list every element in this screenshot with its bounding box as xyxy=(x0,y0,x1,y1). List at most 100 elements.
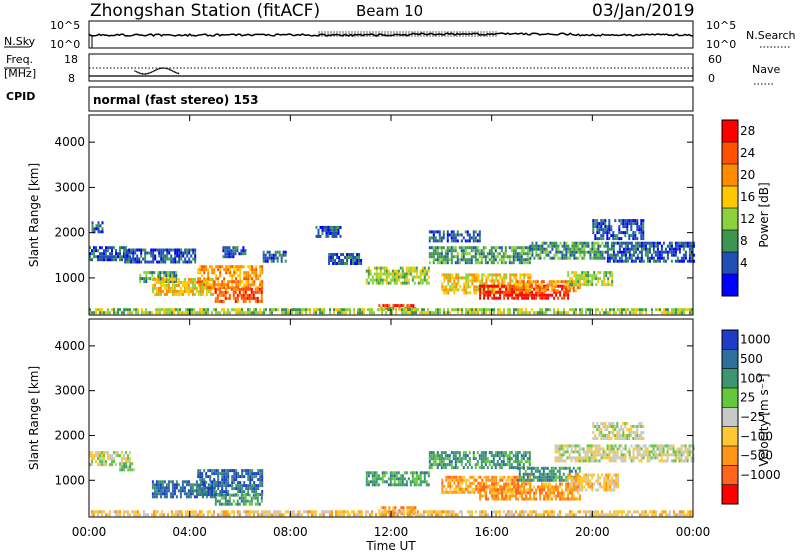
echo-cell xyxy=(421,272,424,276)
echo-cell xyxy=(501,290,504,294)
echo-cell xyxy=(446,246,449,250)
echo-cell xyxy=(246,293,249,297)
echo-cell xyxy=(549,293,552,297)
echo-cell xyxy=(197,280,200,284)
echo-cell xyxy=(156,260,159,264)
echo-cell xyxy=(466,252,469,256)
echo-cell xyxy=(543,247,546,251)
echo-cell xyxy=(571,479,574,483)
echo-cell xyxy=(678,259,681,263)
echo-cell xyxy=(157,492,160,496)
echo-cell xyxy=(129,451,131,455)
echo-cell xyxy=(449,311,451,315)
echo-cell xyxy=(598,222,601,226)
echo-cell xyxy=(377,272,380,276)
echo-cell xyxy=(473,475,476,479)
echo-cell xyxy=(261,283,264,287)
freq-dip-dot xyxy=(161,67,163,69)
echo-cell xyxy=(484,457,487,461)
echo-cell xyxy=(461,475,464,479)
echo-cell xyxy=(239,311,241,315)
echo-cell xyxy=(217,484,220,488)
echo-cell xyxy=(618,428,621,431)
echo-cell xyxy=(254,287,257,291)
echo-cell xyxy=(598,459,601,463)
echo-cell xyxy=(549,491,552,495)
echo-cell xyxy=(518,289,521,293)
echo-cell xyxy=(552,472,555,476)
echo-cell xyxy=(628,256,631,260)
echo-cell xyxy=(126,251,129,255)
echo-cell xyxy=(430,252,433,256)
freq-dip-dot xyxy=(176,72,178,74)
echo-cell xyxy=(127,454,129,458)
echo-cell xyxy=(381,308,383,312)
echo-cell xyxy=(344,256,347,259)
echo-cell xyxy=(241,490,244,494)
echo-cell xyxy=(594,225,597,229)
echo-cell xyxy=(561,311,563,315)
echo-cell xyxy=(674,456,677,460)
echo-cell xyxy=(339,225,342,229)
echo-cell xyxy=(101,510,103,514)
echo-cell xyxy=(517,497,520,501)
echo-cell xyxy=(93,252,95,256)
echo-cell xyxy=(239,265,242,269)
echo-cell xyxy=(587,244,590,248)
echo-cell xyxy=(187,308,189,312)
echo-cell xyxy=(428,460,431,464)
echo-cell xyxy=(157,277,160,281)
echo-cell xyxy=(630,428,633,431)
echo-cell xyxy=(125,462,128,466)
echo-cell xyxy=(259,286,262,290)
echo-cell xyxy=(199,472,202,476)
echo-cell xyxy=(539,494,542,498)
echo-cell xyxy=(233,469,236,473)
echo-cell xyxy=(252,293,255,297)
echo-cell xyxy=(539,253,542,257)
echo-cell xyxy=(245,277,248,281)
echo-cell xyxy=(642,244,645,248)
echo-cell xyxy=(195,280,198,284)
echo-cell xyxy=(583,274,586,278)
echo-cell xyxy=(254,502,257,506)
echo-cell xyxy=(509,308,511,312)
echo-cell xyxy=(573,476,576,480)
echo-cell xyxy=(337,311,339,315)
echo-cell xyxy=(616,253,619,257)
echo-cell xyxy=(633,311,635,315)
echo-cell xyxy=(540,466,543,470)
echo-cell xyxy=(620,450,623,454)
echo-cell xyxy=(577,497,580,501)
echo-cell xyxy=(373,474,376,478)
echo-cell xyxy=(464,261,467,265)
echo-cell xyxy=(413,480,416,484)
echo-cell xyxy=(333,228,336,232)
echo-cell xyxy=(612,259,615,263)
echo-cell xyxy=(237,308,239,312)
echo-cell xyxy=(508,466,511,470)
echo-cell xyxy=(468,258,471,262)
echo-cell xyxy=(606,228,609,232)
echo-cell xyxy=(567,244,570,248)
echo-cell xyxy=(610,244,613,248)
colorbar-swatch xyxy=(722,208,738,230)
echo-region xyxy=(567,473,620,492)
echo-cell xyxy=(241,475,244,479)
echo-cell xyxy=(563,497,566,501)
echo-cell xyxy=(539,293,542,297)
echo-cell xyxy=(179,495,182,499)
echo-cell xyxy=(608,256,611,260)
echo-cell xyxy=(525,482,528,486)
echo-cell xyxy=(598,428,601,431)
echo-cell xyxy=(598,231,601,235)
echo-cell xyxy=(213,490,216,494)
echo-cell xyxy=(401,477,404,481)
echo-cell xyxy=(461,487,464,491)
echo-cell xyxy=(648,444,651,448)
echo-cell xyxy=(516,252,519,256)
echo-cell xyxy=(411,269,414,273)
echo-cell xyxy=(464,246,467,250)
echo-cell xyxy=(497,296,500,300)
echo-cell xyxy=(459,484,462,488)
